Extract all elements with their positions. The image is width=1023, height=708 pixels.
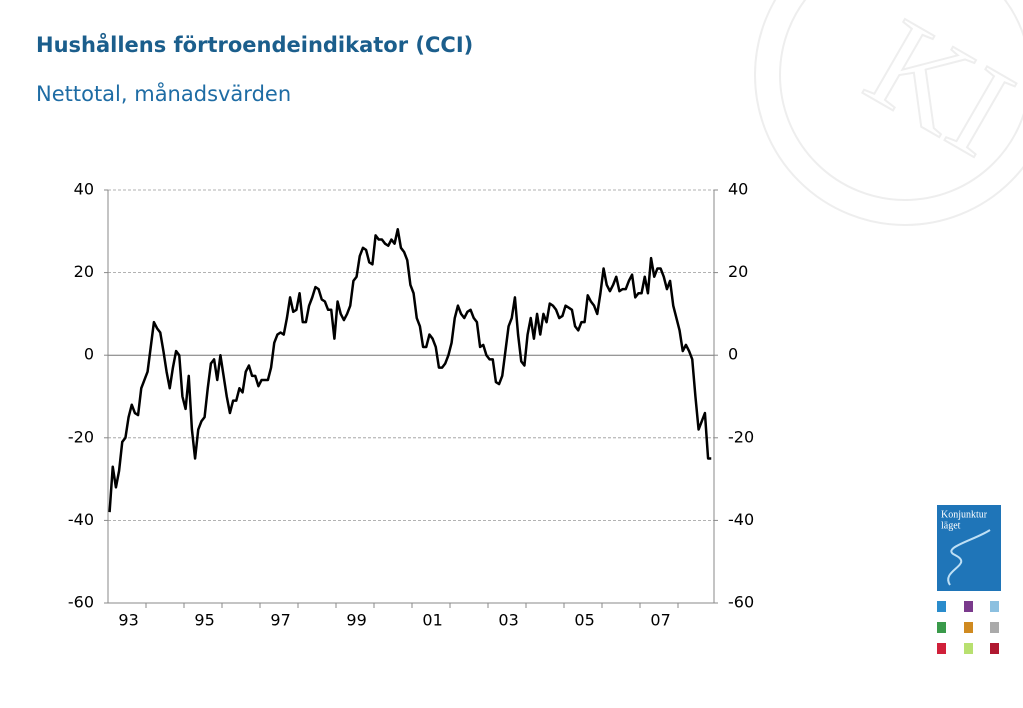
y2-tick-label: -60 <box>728 593 754 612</box>
svg-text:KI: KI <box>845 0 1023 185</box>
y-tick-label: 0 <box>84 345 94 364</box>
cover-logo: Konjunktur läget <box>937 505 1001 654</box>
watermark: KI <box>754 0 1023 226</box>
x-tick-label: 95 <box>194 611 214 630</box>
data-line <box>108 227 712 513</box>
y2-tick-label: -20 <box>728 427 754 446</box>
chart-title: Hushållens förtroendeindikator (CCI) <box>36 33 474 57</box>
x-tick-label: 07 <box>650 611 670 630</box>
svg-text:Konjunktur: Konjunktur <box>941 509 988 520</box>
y2-tick-label: -40 <box>728 510 754 529</box>
x-tick-label: 01 <box>422 611 442 630</box>
y-tick-label: 40 <box>74 180 94 199</box>
x-tick-label: 97 <box>270 611 290 630</box>
x-tick-label: 99 <box>346 611 366 630</box>
x-tick-label: 03 <box>498 611 518 630</box>
y2-tick-label: 0 <box>728 345 738 364</box>
y-tick-label: 20 <box>74 262 94 281</box>
y-tick-label: -60 <box>68 593 94 612</box>
x-tick-label: 93 <box>118 611 138 630</box>
y2-tick-label: 40 <box>728 180 748 199</box>
svg-text:läget: läget <box>941 520 961 531</box>
y-tick-label: -20 <box>68 427 94 446</box>
y-tick-label: -40 <box>68 510 94 529</box>
x-tick-label: 05 <box>574 611 594 630</box>
chart-subtitle: Nettotal, månadsvärden <box>36 82 292 106</box>
y2-tick-label: 20 <box>728 262 748 281</box>
